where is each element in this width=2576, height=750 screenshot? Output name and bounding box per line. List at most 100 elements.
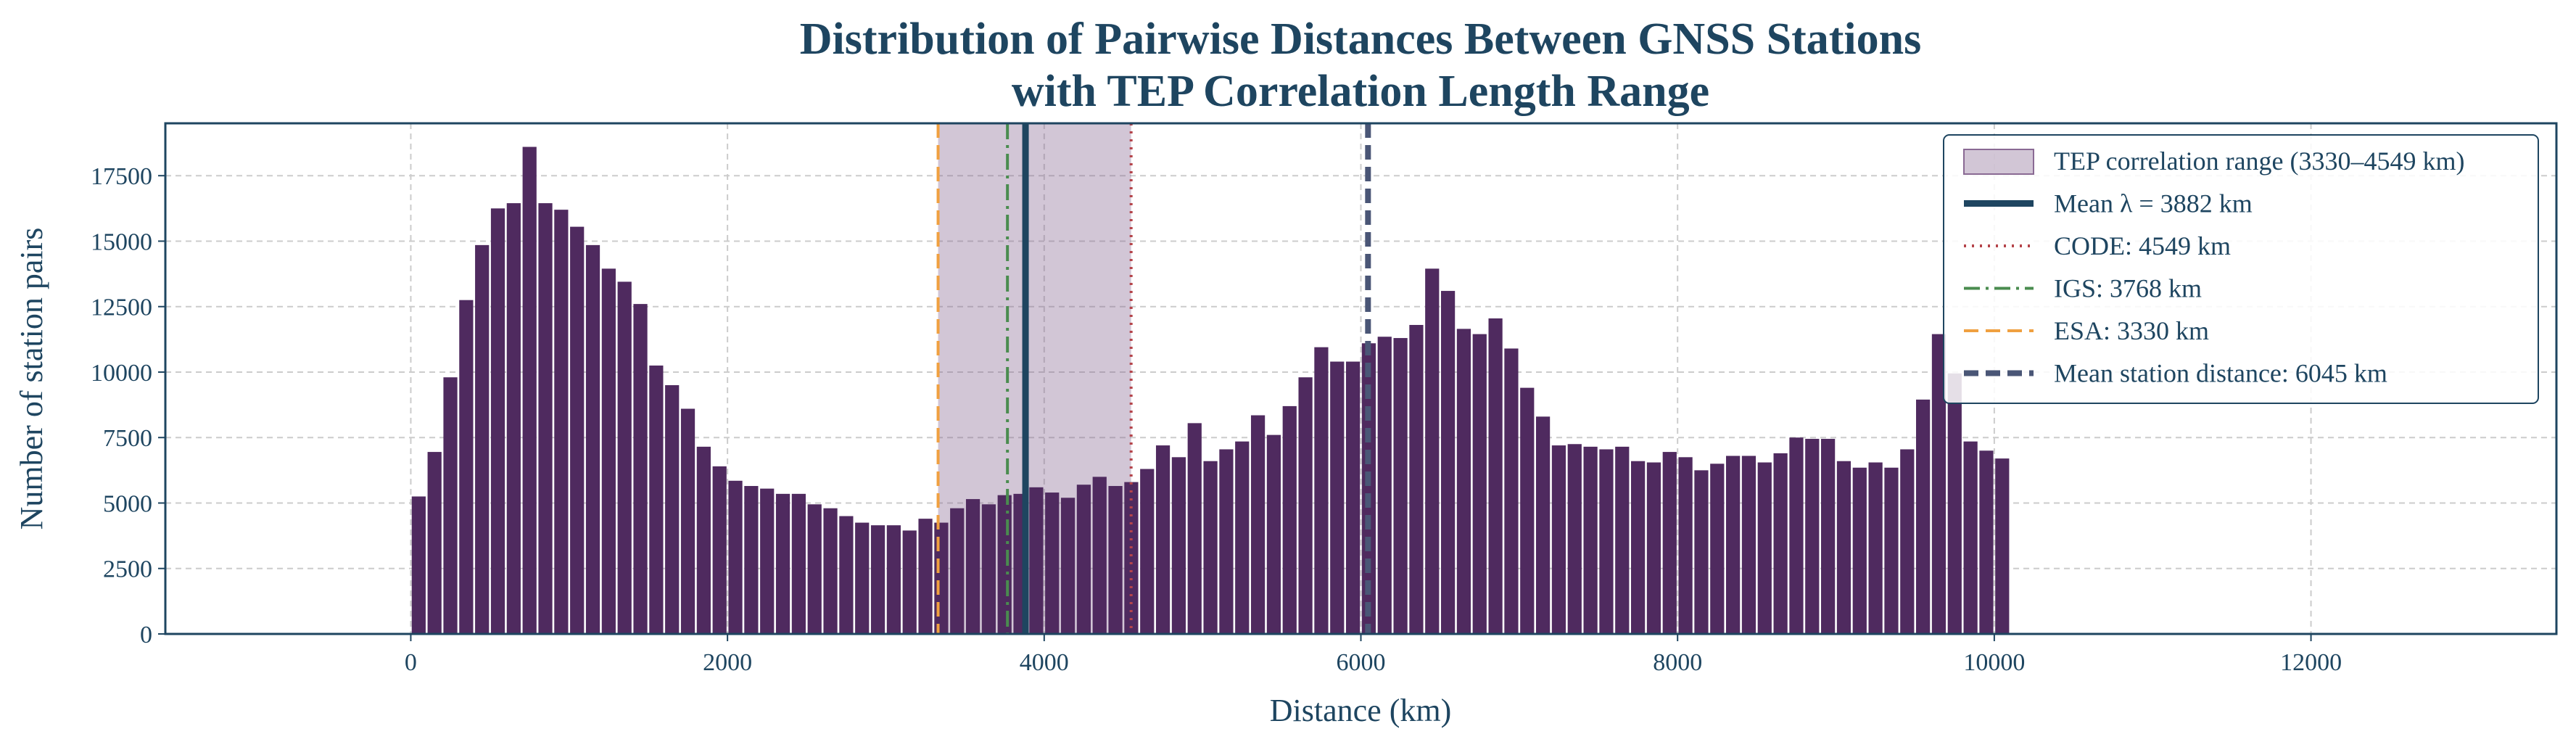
histogram-bar xyxy=(1235,441,1250,634)
histogram-bar xyxy=(1789,437,1804,634)
histogram-bar xyxy=(1298,377,1313,634)
legend: TEP correlation range (3330–4549 km) Mean… xyxy=(1943,134,2539,404)
histogram-bar xyxy=(1916,399,1931,634)
histogram-bar xyxy=(475,244,490,634)
histogram-bar xyxy=(1140,469,1155,634)
histogram-bar xyxy=(601,268,616,634)
legend-label: Mean station distance: 6045 km xyxy=(2054,359,2387,388)
histogram-bar xyxy=(1805,439,1820,634)
x-tick-label: 10000 xyxy=(1963,649,2025,676)
histogram-bar xyxy=(1979,450,1994,634)
histogram-bar xyxy=(1076,485,1091,634)
histogram-bar xyxy=(1741,456,1756,634)
histogram-bar xyxy=(1045,493,1060,634)
x-axis-label: Distance (km) xyxy=(1270,693,1451,728)
y-tick-label: 10000 xyxy=(91,360,152,387)
legend-label: TEP correlation range (3330–4549 km) xyxy=(2054,147,2465,176)
chart-title-line1: Distribution of Pairwise Distances Betwe… xyxy=(800,15,1922,64)
x-tick-label: 4000 xyxy=(1020,649,1069,676)
histogram-bar xyxy=(1868,462,1883,634)
histogram-bar xyxy=(427,452,442,634)
y-tick-label: 17500 xyxy=(91,163,152,190)
histogram-bar xyxy=(1393,338,1408,634)
histogram-bar xyxy=(839,516,854,634)
histogram-bar xyxy=(649,365,664,634)
histogram-bar xyxy=(1250,415,1266,634)
histogram-bar xyxy=(775,493,790,634)
histogram-bar xyxy=(997,495,1012,634)
chart-title-line2: with TEP Correlation Length Range xyxy=(1012,67,1709,116)
histogram-bar xyxy=(807,504,822,634)
histogram-bar xyxy=(1124,482,1139,634)
y-axis-label: Number of station pairs xyxy=(14,228,49,530)
histogram-bar xyxy=(1963,441,1978,634)
histogram-bar xyxy=(1171,457,1186,634)
histogram-bar xyxy=(696,446,711,634)
legend-label: IGS: 3768 km xyxy=(2054,274,2202,303)
histogram-bar xyxy=(1187,423,1202,634)
histogram-bar xyxy=(1678,457,1693,634)
histogram-bar xyxy=(823,508,838,634)
bars-layer xyxy=(411,147,2010,635)
histogram-bar xyxy=(950,508,965,634)
histogram-bar xyxy=(728,480,743,634)
histogram-bar xyxy=(870,525,886,634)
y-tick-label: 7500 xyxy=(103,425,152,452)
y-tick-label: 0 xyxy=(140,622,152,648)
histogram-bar xyxy=(1567,444,1582,634)
histogram-bar xyxy=(1425,268,1440,634)
legend-label: ESA: 3330 km xyxy=(2054,316,2209,345)
histogram-bar xyxy=(1630,461,1646,634)
histogram-bar xyxy=(1092,477,1107,634)
histogram-bar xyxy=(1203,461,1218,634)
histogram-bar xyxy=(538,203,553,635)
histogram-bar xyxy=(1995,458,2010,634)
histogram-bar xyxy=(791,493,806,634)
histogram-bar xyxy=(1726,456,1741,634)
histogram-bar xyxy=(760,488,775,634)
histogram-bar xyxy=(1440,291,1456,634)
histogram-bar xyxy=(490,208,505,634)
histogram-bar xyxy=(1472,334,1487,634)
histogram-bar xyxy=(1931,334,1947,634)
histogram-bar xyxy=(1884,467,1899,634)
x-tick-label: 12000 xyxy=(2280,649,2342,676)
histogram-bar xyxy=(1551,445,1566,634)
histogram-bar xyxy=(1456,329,1471,634)
histogram-bar xyxy=(1535,416,1551,634)
y-tick-label: 15000 xyxy=(91,228,152,255)
histogram-bar xyxy=(1694,470,1709,634)
histogram-bar xyxy=(1488,318,1503,634)
histogram-bar xyxy=(965,499,981,634)
histogram-bar xyxy=(1377,337,1392,634)
histogram-bar xyxy=(633,304,648,634)
histogram-bar xyxy=(1108,486,1123,634)
histogram-bar xyxy=(855,522,870,634)
histogram-bar xyxy=(1282,405,1297,634)
reference-lines xyxy=(936,123,1371,634)
histogram-bar xyxy=(1060,498,1076,634)
legend-label: CODE: 4549 km xyxy=(2054,231,2231,260)
histogram-bar xyxy=(459,300,474,634)
histogram-bar xyxy=(1409,324,1424,634)
x-tick-label: 6000 xyxy=(1337,649,1386,676)
histogram-bar xyxy=(554,210,569,635)
y-tick-label: 5000 xyxy=(103,490,152,517)
histogram-bar xyxy=(1662,452,1677,634)
legend-swatch-tep-range xyxy=(1963,149,2034,175)
legend-box xyxy=(1943,134,2539,404)
histogram-bar xyxy=(1821,439,1836,634)
histogram-bar xyxy=(934,522,949,634)
histogram-bar xyxy=(585,244,600,634)
histogram-bar xyxy=(1599,449,1614,634)
histogram-bar xyxy=(902,530,917,634)
histogram-bar xyxy=(1646,462,1661,634)
histogram-bar xyxy=(1266,434,1281,634)
histogram-bar xyxy=(1219,449,1234,634)
legend-label: Mean λ = 3882 km xyxy=(2054,189,2253,218)
histogram-bar xyxy=(1836,461,1852,634)
histogram-bar xyxy=(1615,446,1630,634)
histogram-bar xyxy=(617,281,632,634)
histogram-bar xyxy=(1520,387,1535,634)
